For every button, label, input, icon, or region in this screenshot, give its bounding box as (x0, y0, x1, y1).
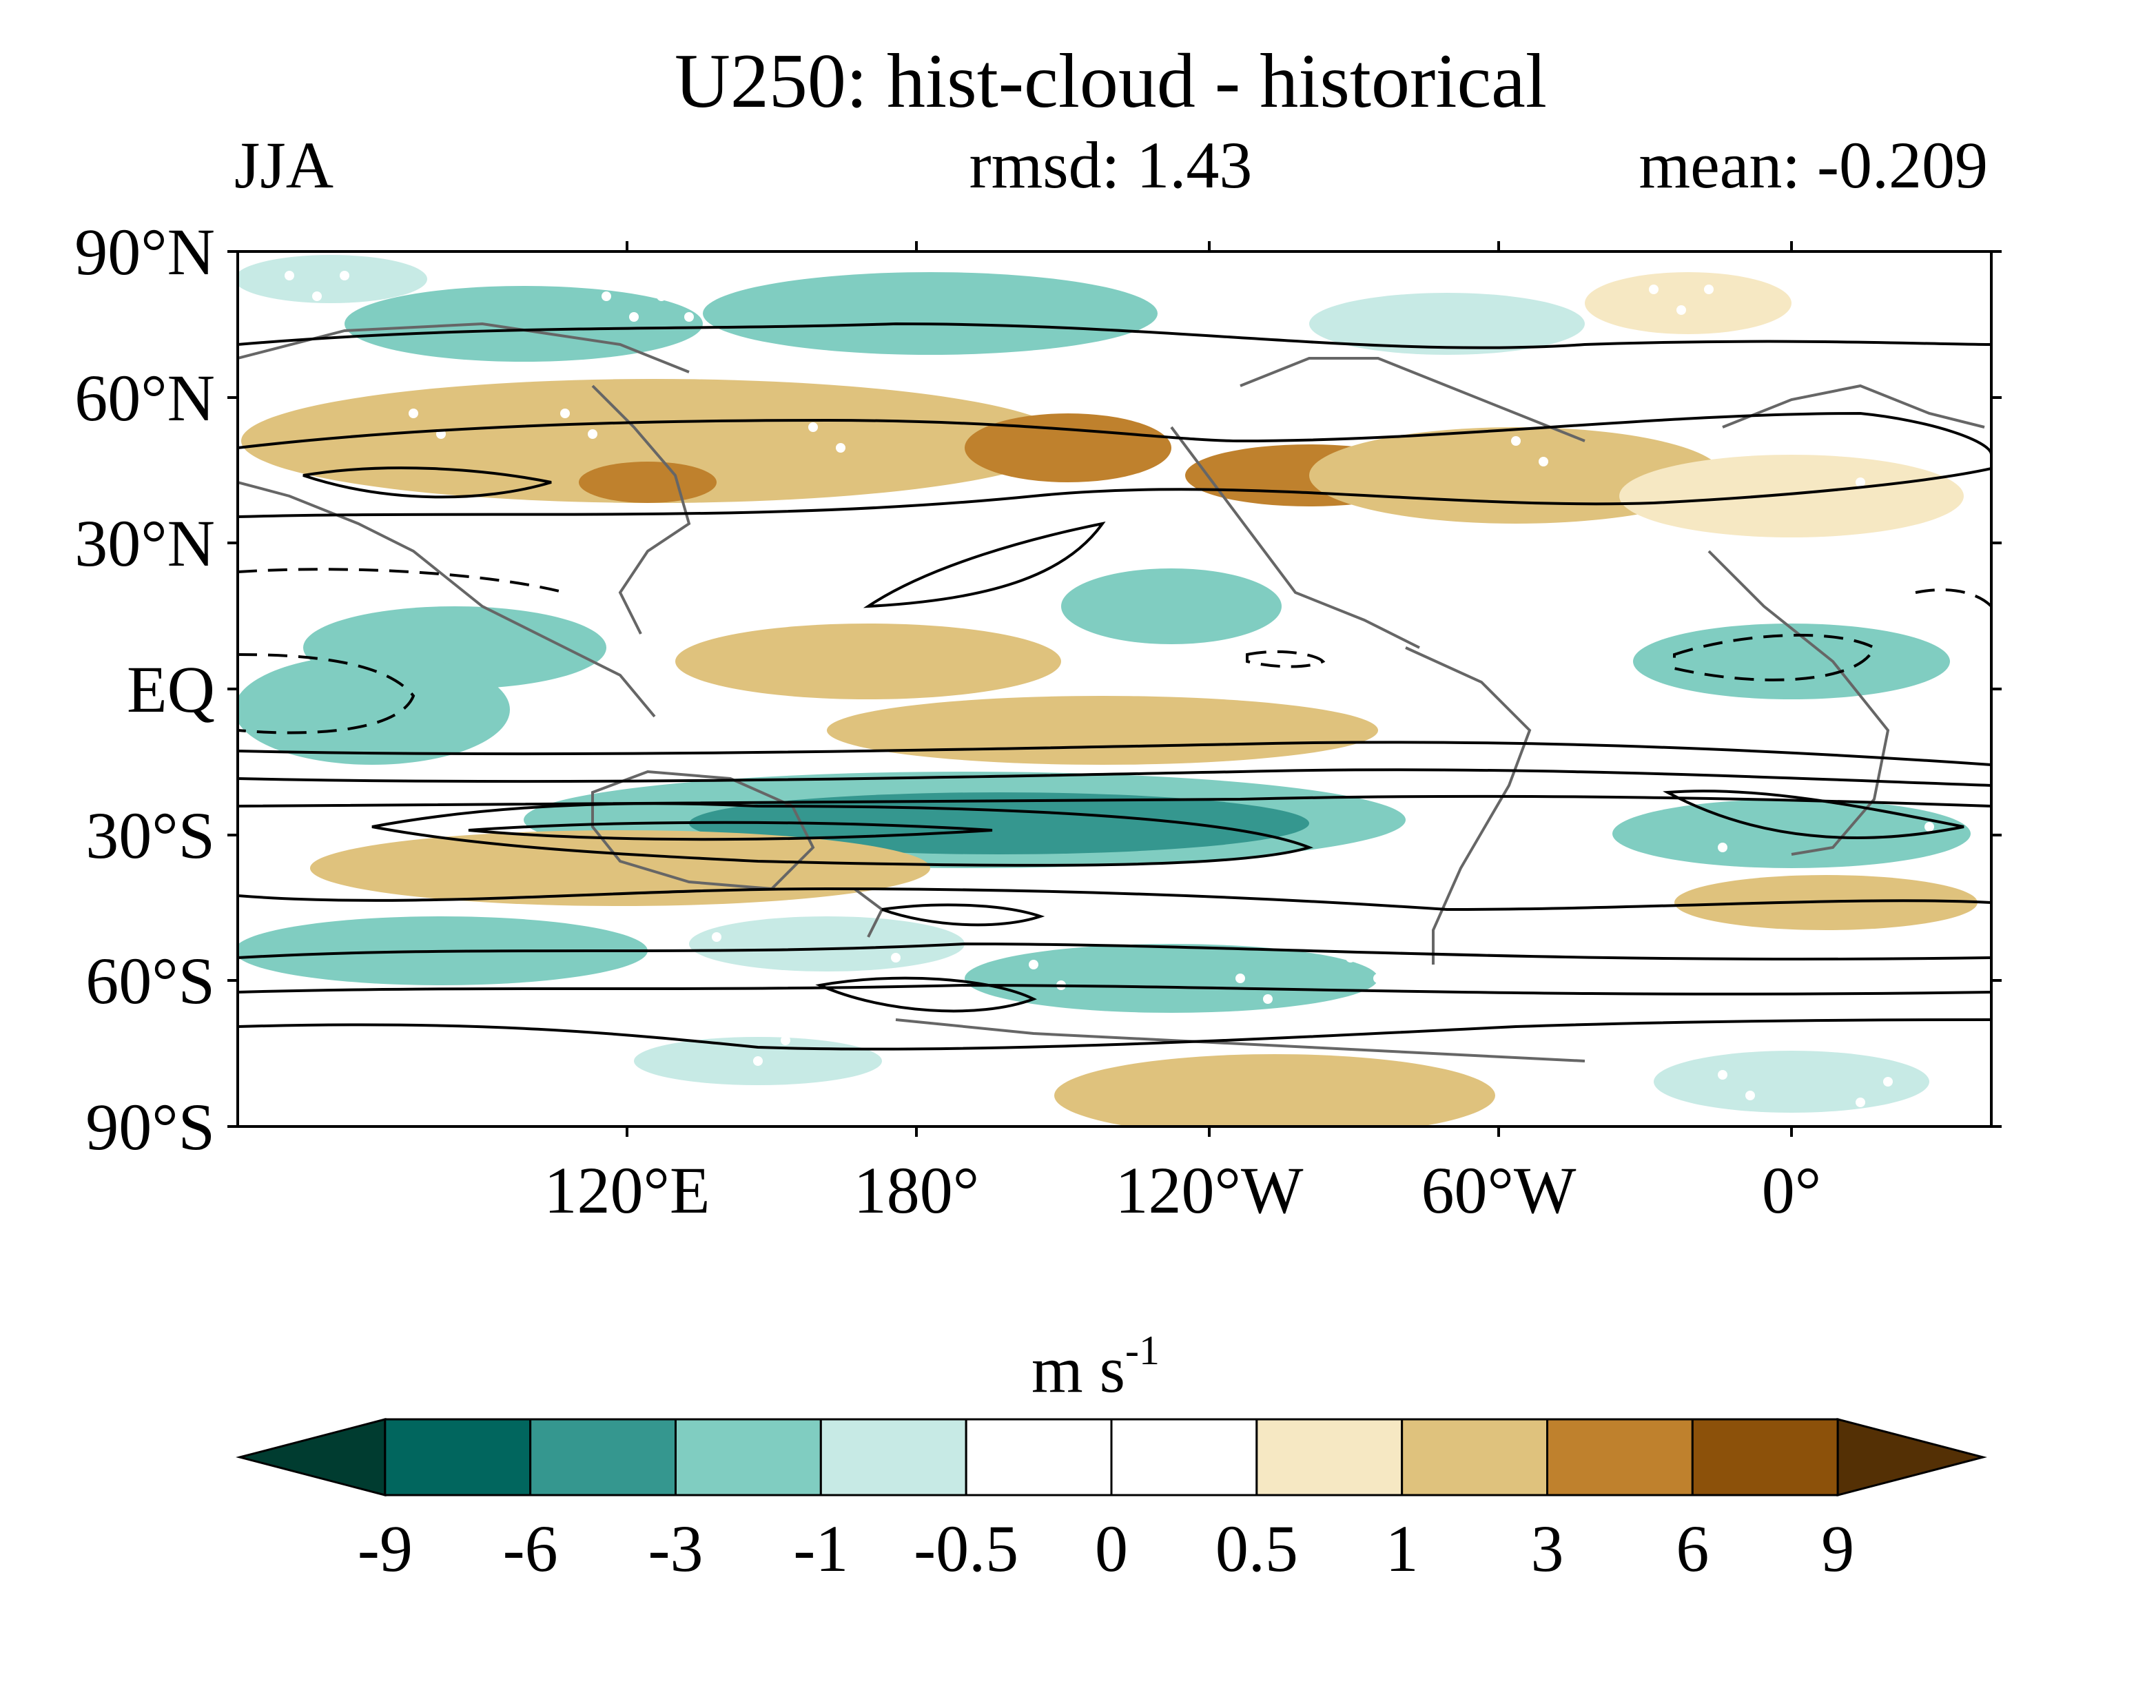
colorbar-box (1255, 1418, 1404, 1496)
negative-contours (238, 568, 1991, 734)
colorbar-extend-high (1836, 1418, 1987, 1496)
colorbar-box (1691, 1418, 1839, 1496)
lon-ticks (626, 241, 1793, 1137)
lon-label-180: 180° (854, 1153, 979, 1227)
colorbar-tick-label: -1 (793, 1512, 848, 1585)
colorbar-box (1401, 1418, 1548, 1496)
colorbar-tick-label: 0 (1095, 1512, 1128, 1585)
colorbar-box (1110, 1418, 1258, 1496)
lat-label-30n: 30°N (74, 506, 215, 580)
colorbar-box (819, 1418, 967, 1496)
colorbar-tick-label: 0.5 (1215, 1512, 1298, 1585)
colorbar-unit-exponent: -1 (1125, 1328, 1160, 1373)
colorbar-box (384, 1418, 532, 1496)
colorbar: m s-1 -9 -6 -3 -1 -0.5 0 0.5 1 3 6 9 (236, 1328, 1987, 1585)
colorbar-tick-label: -9 (358, 1512, 413, 1585)
lat-label-90n: 90°N (74, 215, 215, 289)
lat-ticks (227, 250, 2002, 1128)
colorbar-labels: -9 -6 -3 -1 -0.5 0 0.5 1 3 6 9 (358, 1512, 1854, 1585)
lon-label-60w: 60°W (1421, 1153, 1577, 1227)
lat-label-60n: 60°N (74, 361, 215, 435)
lat-label-30s: 30°S (85, 799, 215, 872)
colorbar-tick-label: 9 (1821, 1512, 1854, 1585)
colorbar-tick-label: 3 (1531, 1512, 1564, 1585)
map-panel: 90°N 60°N 30°N EQ 30°S 60°S 90°S 120°E 1… (74, 215, 2002, 1227)
figure-title: U250: hist-cloud - historical (675, 39, 1547, 124)
climatology-contours (238, 322, 1991, 1051)
mean-label: mean: -0.209 (1639, 128, 1988, 202)
colorbar-box (965, 1418, 1113, 1496)
colorbar-tick-label: -3 (648, 1512, 704, 1585)
map-content (238, 255, 1991, 1126)
colorbar-boxes (236, 1418, 1987, 1496)
colorbar-unit: m s-1 (1031, 1328, 1160, 1406)
lon-label-0: 0° (1762, 1153, 1821, 1227)
colorbar-extend-low (236, 1418, 387, 1496)
lat-label-60s: 60°S (85, 944, 215, 1018)
colorbar-tick-label: -6 (503, 1512, 558, 1585)
lat-label-90s: 90°S (85, 1090, 215, 1164)
rmsd-label: rmsd: 1.43 (969, 128, 1253, 202)
lat-label-eq: EQ (127, 652, 215, 726)
stippling-dots (271, 271, 1934, 1107)
colorbar-tick-label: 1 (1386, 1512, 1419, 1585)
colorbar-tick-label: 6 (1676, 1512, 1709, 1585)
lon-label-120w: 120°W (1116, 1153, 1304, 1227)
colorbar-unit-base: m s (1031, 1333, 1125, 1406)
colorbar-tick-label: -0.5 (914, 1512, 1018, 1585)
season-label: JJA (234, 128, 333, 202)
colorbar-box (529, 1418, 677, 1496)
lon-label-120e: 120°E (544, 1153, 710, 1227)
colorbar-box (675, 1418, 822, 1496)
colorbar-box (1546, 1418, 1694, 1496)
